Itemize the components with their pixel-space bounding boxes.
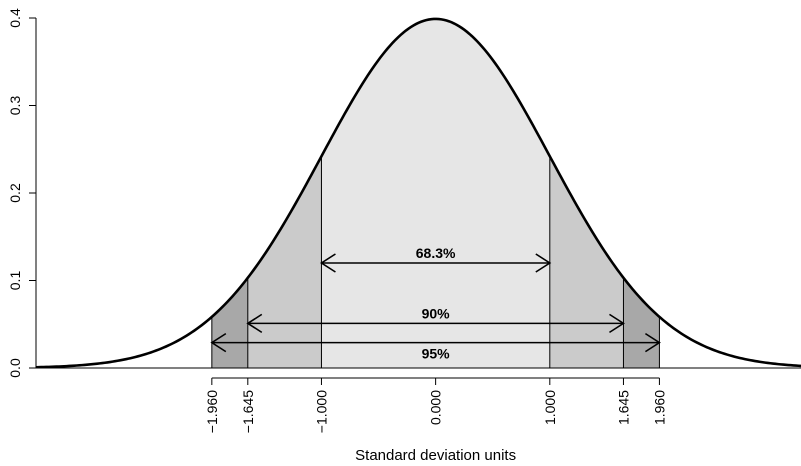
shaded-region-2 [321, 18, 550, 369]
y-tick-label-3: 0.3 [7, 96, 23, 116]
x-tick-label-5: 1.645 [615, 390, 631, 425]
interval-arrow-2: 95% [210, 332, 661, 362]
interval-label-1: 90% [422, 305, 451, 321]
density-curve-group [35, 17, 801, 369]
shaded-regions [211, 18, 660, 369]
x-tick-label-0: −1.960 [204, 390, 220, 433]
arrowhead-left-2 [210, 332, 227, 353]
y-axis: 0.0 0.1 0.2 0.3 0.4 [7, 8, 37, 378]
interval-arrow-1: 90% [246, 305, 625, 334]
x-axis: −1.960 −1.645 −1.000 0.000 1.000 1.645 1.960 [204, 377, 667, 433]
x-tick-label-4: 1.000 [542, 390, 558, 425]
y-tick-label-1: 0.1 [7, 271, 23, 291]
x-tick-label-6: 1.960 [651, 390, 667, 425]
y-tick-label-0: 0.0 [7, 358, 23, 378]
y-tick-label-4: 0.4 [7, 8, 23, 28]
interval-label-2: 95% [422, 346, 451, 362]
arrowhead-right-2 [644, 332, 661, 353]
x-tick-label-3: 0.000 [428, 390, 444, 425]
arrowhead-left-0 [319, 253, 336, 273]
density-curve [35, 17, 801, 369]
arrowhead-right-1 [609, 313, 625, 334]
arrowhead-left-1 [246, 313, 263, 334]
arrowhead-right-0 [535, 253, 552, 273]
y-tick-label-2: 0.2 [7, 183, 23, 203]
x-axis-label: Standard deviation units [355, 447, 516, 464]
interval-arrows: 68.3% 90% 95% [210, 245, 661, 362]
interval-label-0: 68.3% [416, 245, 456, 261]
x-tick-label-1: −1.645 [240, 390, 256, 433]
interval-arrow-0: 68.3% [319, 245, 552, 273]
x-tick-label-2: −1.000 [313, 390, 329, 433]
